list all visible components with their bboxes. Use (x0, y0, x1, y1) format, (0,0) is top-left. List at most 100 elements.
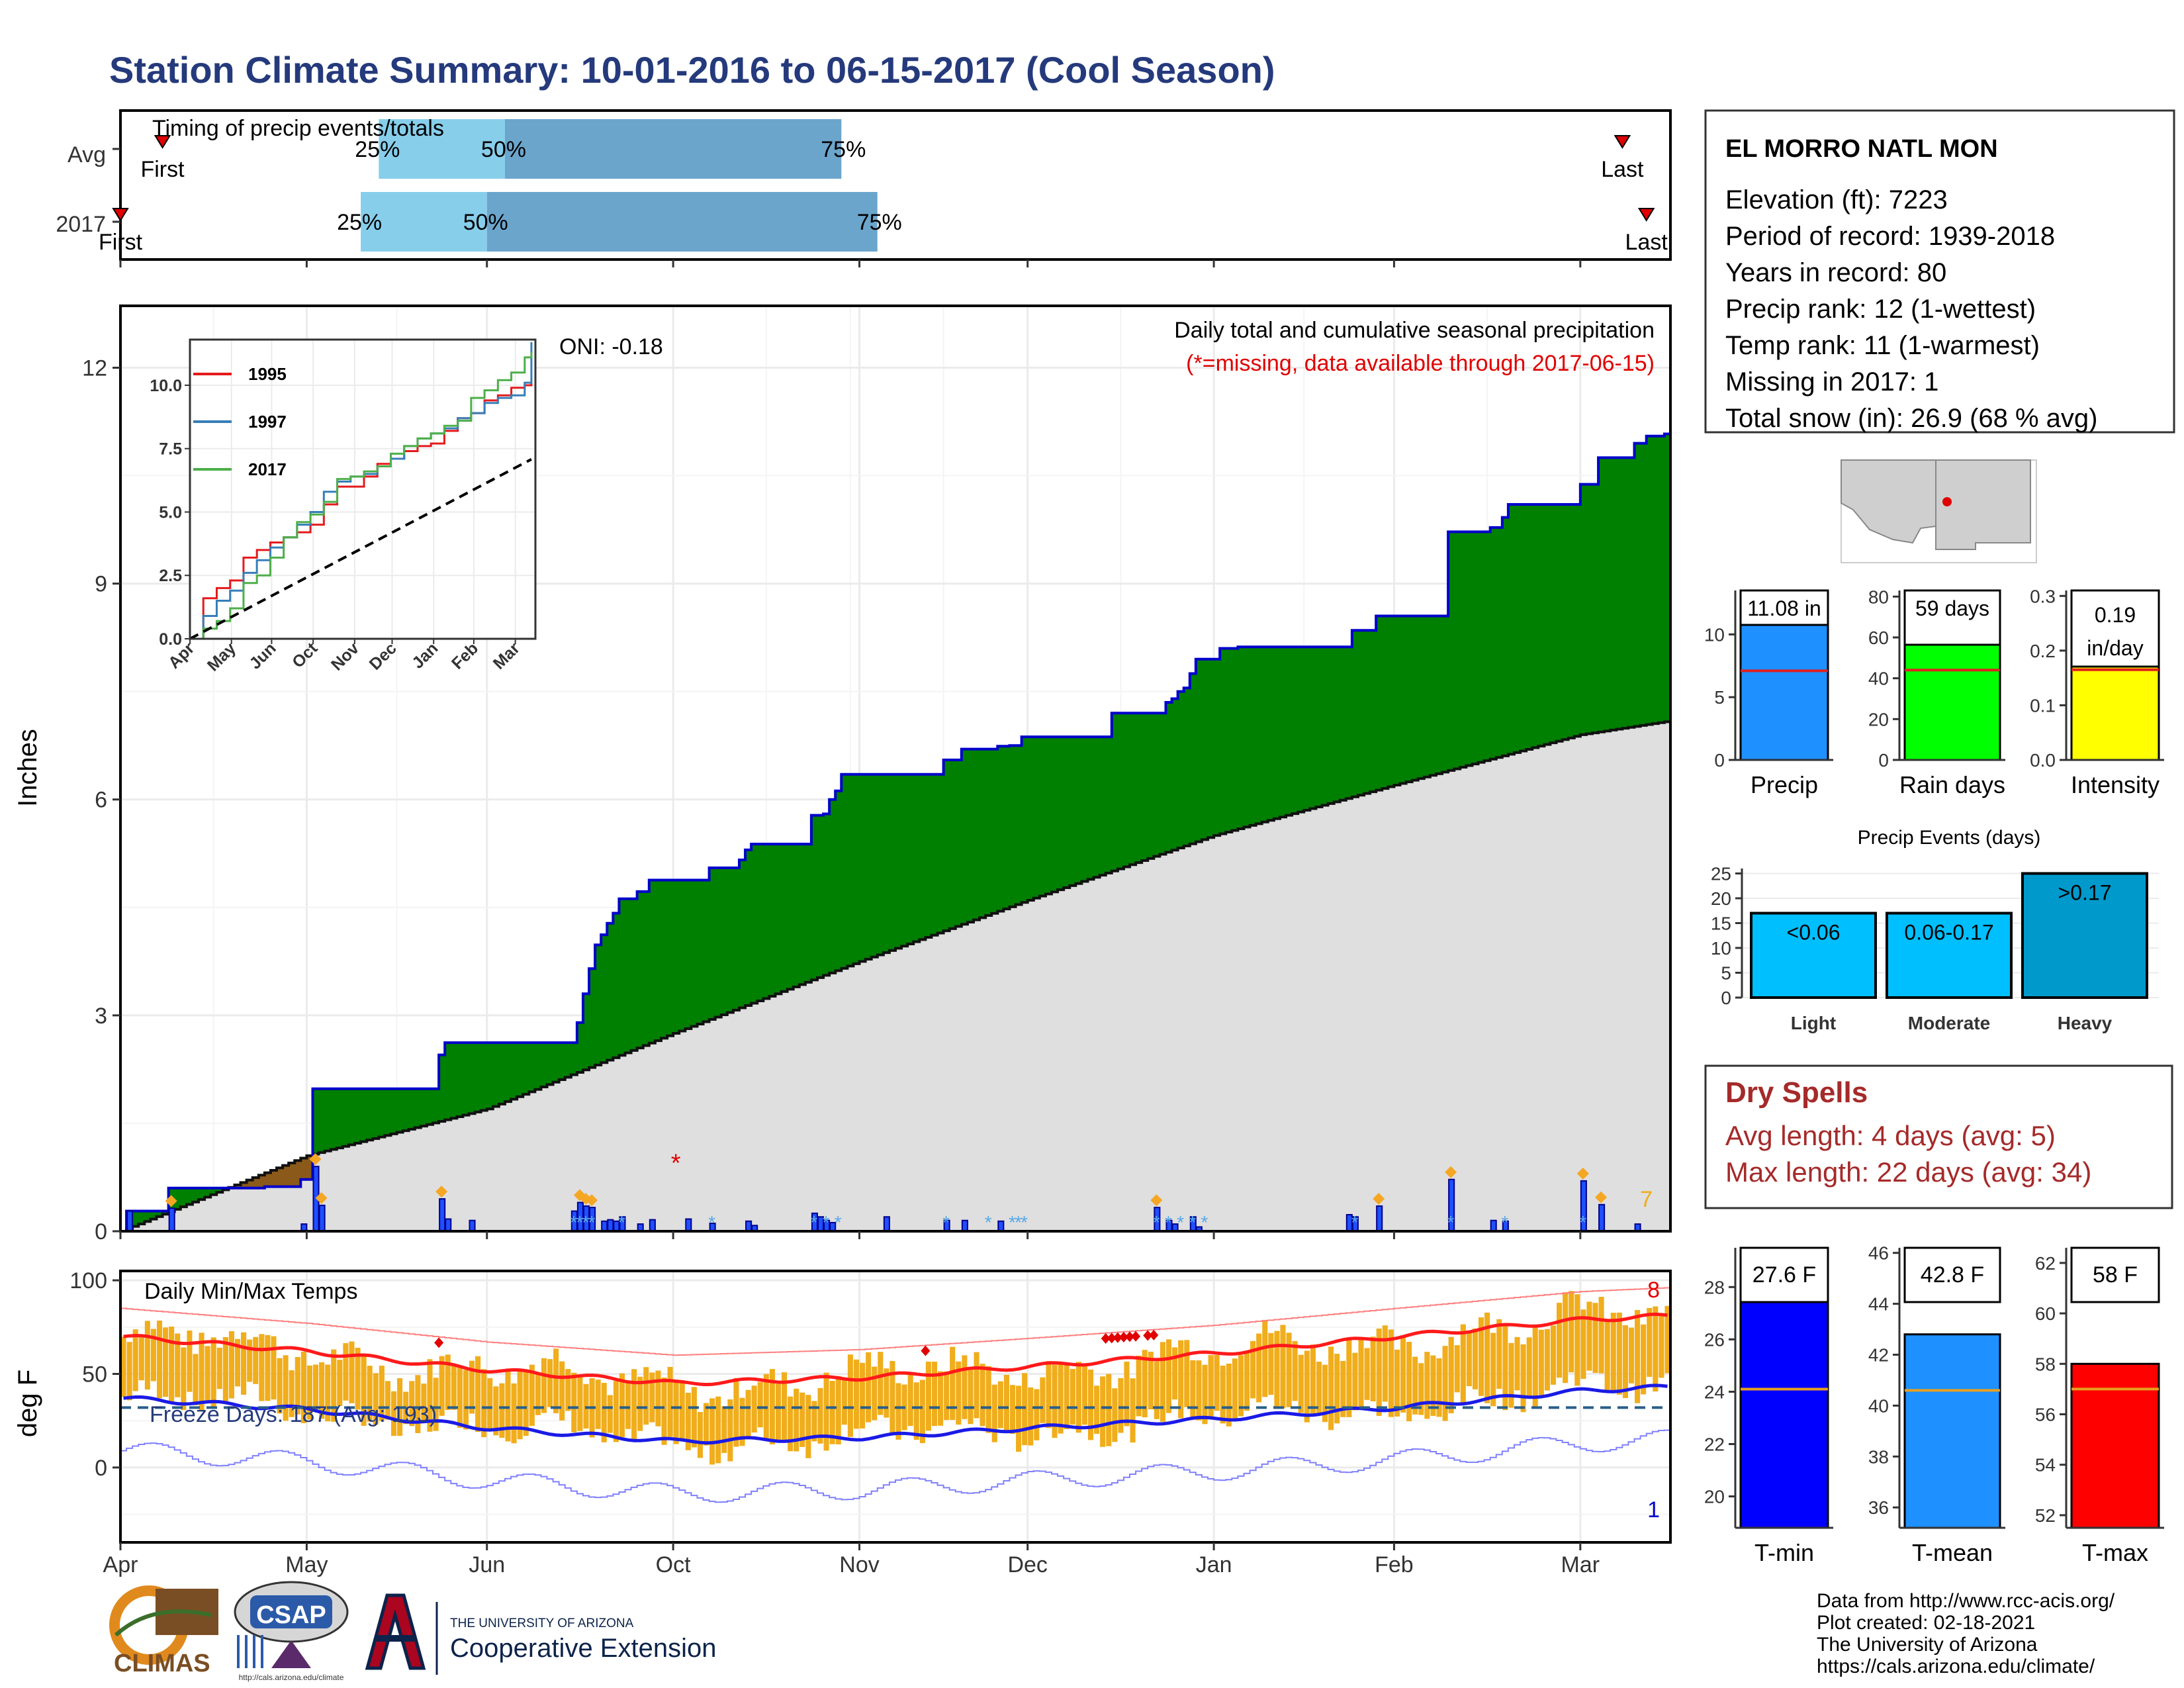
daily-temp-bar (769, 1369, 775, 1445)
above-average-area (919, 774, 926, 940)
daily-temp-bar (1154, 1361, 1160, 1419)
daily-temp-bar (919, 1380, 925, 1444)
daily-temp-bar (300, 1351, 306, 1423)
csap-logo: CSAP http://cals.arizona.edu/climate (234, 1581, 349, 1682)
above-average-area (655, 880, 662, 1041)
timing-label: Timing of precip events/totals (152, 116, 444, 141)
above-average-area (1556, 504, 1563, 741)
small-chart-y-tick-label: 5 (1714, 687, 1725, 708)
record-high-marker (1143, 1330, 1153, 1341)
daily-temp-bar (457, 1366, 463, 1428)
above-average-area (361, 1088, 367, 1142)
daily-precip-bar (318, 1204, 326, 1233)
daily-temp-bar (1334, 1354, 1340, 1424)
above-average-area (775, 844, 782, 994)
above-average-area (559, 1043, 566, 1080)
small-chart-y-tick-label: 56 (2035, 1405, 2056, 1425)
daily-temp-bar (132, 1329, 138, 1391)
inset-series-line (189, 458, 532, 640)
small-chart-y-tick-label: 36 (1868, 1497, 1889, 1518)
above-average-area (1322, 647, 1329, 806)
daily-temp-bar (625, 1383, 631, 1429)
above-average-area (619, 898, 626, 1056)
small-chart-y-tick-label: 80 (1868, 586, 1889, 607)
daily-temp-bar (1472, 1328, 1479, 1389)
above-average-area (631, 898, 638, 1051)
daily-temp-bar (788, 1396, 794, 1452)
above-average-area (901, 774, 908, 947)
first-event-marker (154, 135, 171, 149)
y-tick-label: 50 (82, 1362, 107, 1387)
daily-temp-bar (745, 1389, 751, 1437)
above-average-area (451, 1043, 457, 1119)
above-average-area (144, 1211, 151, 1222)
first-event-label: First (140, 157, 185, 182)
above-average-area (1586, 484, 1593, 734)
above-average-area (859, 774, 866, 962)
above-average-area (396, 1088, 404, 1133)
snow-event-marker (165, 1195, 177, 1207)
above-average-area (841, 774, 848, 968)
daily-temp-bar (878, 1352, 884, 1415)
daily-temp-bar (1130, 1378, 1136, 1443)
snow-event-marker (1595, 1191, 1608, 1203)
inset-y-tick-label: 5.0 (159, 503, 182, 522)
daily-temp-bar (241, 1332, 247, 1395)
above-average-area (1027, 737, 1034, 900)
daily-temp-bar (193, 1354, 199, 1405)
daily-temp-bar (1598, 1297, 1604, 1374)
daily-temp-bar (1557, 1303, 1563, 1378)
daily-temp-bar (1190, 1360, 1196, 1420)
daily-temp-bar (265, 1335, 271, 1401)
above-average-area (1442, 616, 1449, 773)
snow-day-marker: * (810, 1212, 817, 1233)
daily-temp-bar (1532, 1324, 1538, 1407)
snow-day-marker: * (588, 1212, 596, 1233)
daily-temp-bar (733, 1378, 739, 1447)
above-average-area (685, 880, 692, 1029)
above-average-area (426, 1088, 433, 1125)
last-event-label: Last (1601, 157, 1644, 182)
small-chart-y-tick-label: 20 (1711, 888, 1731, 909)
daily-temp-bar (1622, 1325, 1628, 1399)
daily-temp-bar (1604, 1320, 1610, 1393)
daily-precip-bar (445, 1218, 452, 1232)
daily-temp-bar (1592, 1303, 1598, 1374)
daily-temp-bar (156, 1320, 163, 1399)
snow-event-marker (1445, 1166, 1457, 1178)
inset-y-tick-label: 0.0 (159, 630, 182, 649)
daily-temp-bar (373, 1373, 379, 1425)
daily-precip-bar (126, 1210, 134, 1232)
above-average-area (150, 1211, 158, 1219)
above-average-area (595, 945, 602, 1065)
daily-temp-bar (1653, 1306, 1659, 1392)
timing-pct-label: 50% (481, 137, 526, 162)
first-event-marker (112, 208, 129, 222)
above-average-area (757, 844, 764, 1001)
above-average-area (937, 774, 944, 933)
above-average-area (847, 774, 854, 966)
daily-temp-bar (511, 1383, 517, 1444)
above-average-area (547, 1043, 554, 1085)
daily-temp-bar (1574, 1294, 1580, 1386)
inset-y-tick-label: 7.5 (159, 440, 182, 459)
summary-value-label-box (1903, 1246, 2001, 1303)
small-chart-y-tick-label: 46 (1868, 1243, 1889, 1264)
daily-temp-bar (1256, 1333, 1262, 1403)
daily-temp-bar (1214, 1354, 1220, 1411)
daily-temp-bar (1136, 1355, 1142, 1417)
daily-temp-bar (1081, 1364, 1087, 1425)
above-average-area (1081, 737, 1089, 882)
small-chart-category-label: T-mean (1912, 1539, 1993, 1566)
above-average-area (312, 1088, 320, 1154)
daily-temp-bar (1376, 1329, 1382, 1417)
timing-pct-label: 50% (463, 210, 508, 235)
daily-temp-bar (289, 1370, 295, 1417)
climas-logo: CLIMAS (109, 1585, 218, 1677)
above-average-area (1267, 647, 1275, 821)
above-average-area (210, 1188, 217, 1195)
above-average-area (1568, 504, 1575, 738)
summary-value-label-box (1739, 1246, 1829, 1303)
university-of-arizona-logo: THE UNIVERSITY OF ARIZONA Cooperative Ex… (365, 1593, 716, 1675)
above-average-area (1069, 737, 1076, 886)
